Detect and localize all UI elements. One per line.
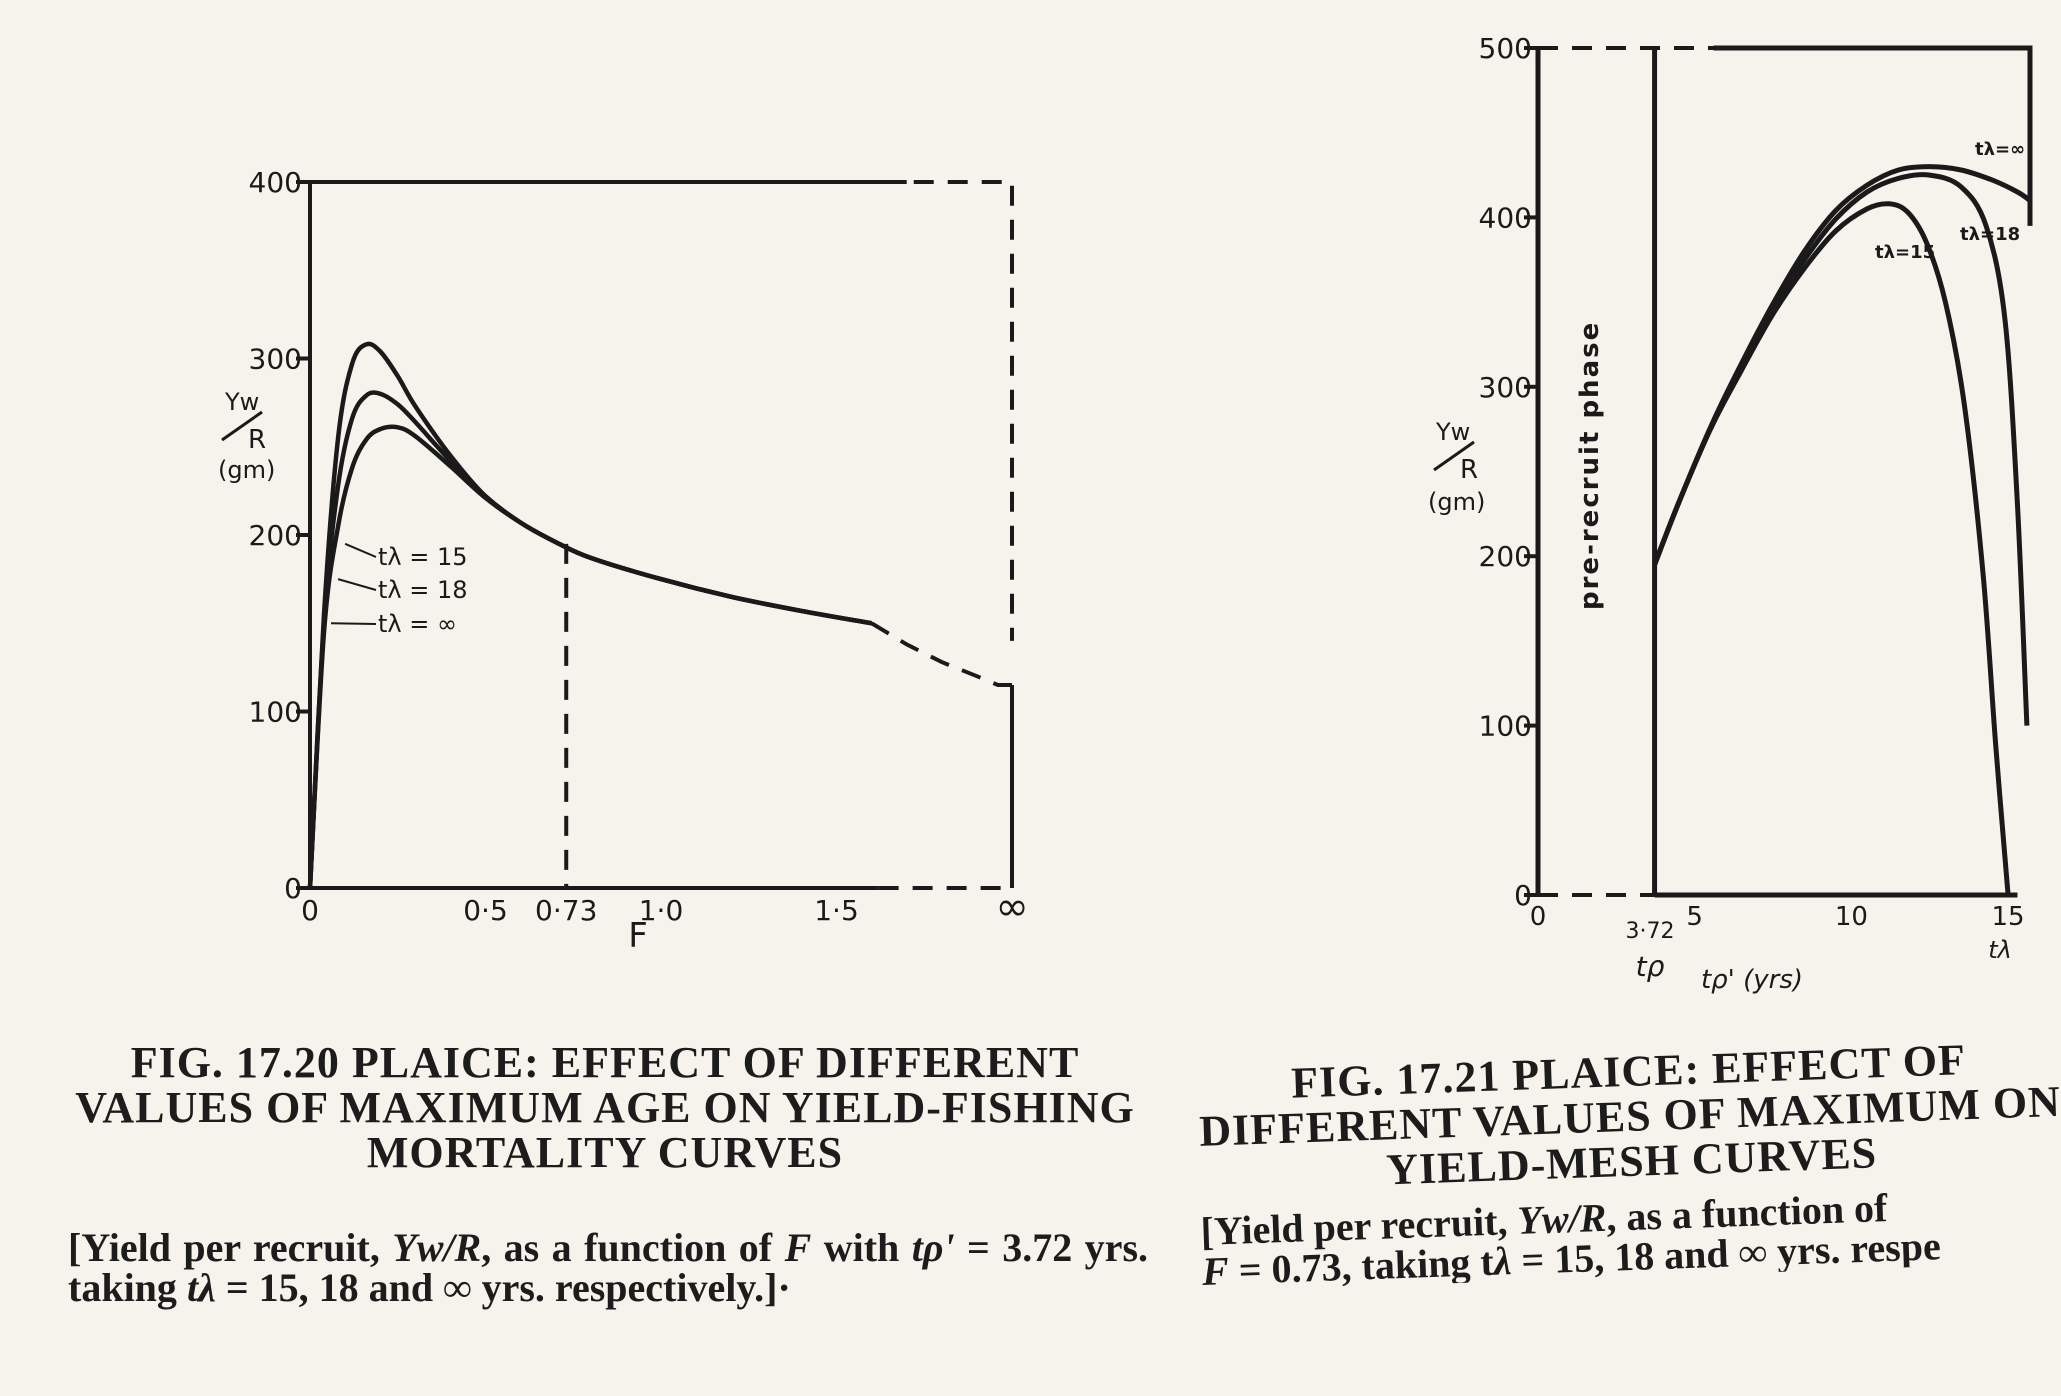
caption1-part: , as a function of	[481, 1225, 785, 1270]
chart1-x-tick-label: 0	[301, 894, 319, 927]
chart1-y-tick-label: 0	[284, 872, 302, 905]
chart1-y-tick-label: 300	[249, 343, 302, 376]
chart1-legend-label: tλ = ∞	[378, 610, 457, 638]
chart2-series-line	[1652, 164, 2032, 566]
chart1-x-ticks: 0 0·5 0·73 1·0 1·5 ∞	[301, 884, 1029, 930]
chart1-y-tick-label: 400	[249, 166, 302, 199]
chart1-series	[307, 341, 1012, 889]
chart2-y-tick-label: 0	[1514, 879, 1532, 912]
caption1-part: tρ'	[911, 1225, 955, 1270]
chart1-x-tick-label: ∞	[995, 884, 1028, 930]
chart2-y-ticks: 0 100 200 300 400 500	[1479, 32, 1538, 912]
chart1-ylabel-numerator: Yw	[224, 388, 259, 416]
caption1-part: F	[784, 1225, 812, 1270]
caption1-part: = 3.72 yrs. taking	[68, 1225, 1149, 1310]
chart1-ylabel-unit: (gm)	[218, 456, 275, 484]
chart2-series	[1652, 164, 2032, 896]
caption1-part: = 15, 18 and ∞ yrs. respectively.]·	[215, 1265, 791, 1310]
chart2-pre-recruit-phase-label: pre-recruit phase	[1575, 321, 1605, 610]
caption1-part: Yw/R	[392, 1225, 482, 1270]
chart1-series-line	[307, 424, 872, 889]
chart1-legend: tλ = 15 tλ = 18 tλ = ∞	[331, 542, 468, 638]
chart2-x-ticks: 0 5 10 15	[1530, 902, 2025, 932]
chart2-t-lambda-label: tλ	[1988, 936, 2012, 964]
chart2-y-tick-label: 500	[1479, 32, 1532, 65]
chart2-x-tick-label: 10	[1835, 902, 1868, 932]
chart1-frame-dashed-edge	[878, 180, 1014, 890]
chart1-legend-leader	[331, 622, 377, 625]
chart2-legend-label: tλ=∞	[1975, 139, 2025, 160]
chart1-y-tick-label: 100	[249, 696, 302, 729]
chart2-ylabel-denominator: R	[1460, 455, 1478, 485]
chart2-legend: tλ=15 tλ=18 tλ=∞	[1875, 139, 2025, 263]
chart2-y-axis-label: Yw R (gm)	[1428, 418, 1485, 516]
chart2-t-rho-label: tρ	[1636, 950, 1665, 983]
yield-mesh-chart: 0 100 200 300 400 500 0 5 10 15 tλ=15 tλ=18 tλ=∞ p…	[1428, 32, 2033, 995]
chart1-y-ticks: 0 100 200 300 400	[249, 166, 310, 905]
chart2-t-rho-value: 3·72	[1626, 919, 1675, 944]
chart2-ylabel-unit: (gm)	[1428, 488, 1485, 516]
chart1-x-tick-label: 1·5	[814, 894, 859, 927]
chart2-x-tick-label: 5	[1686, 902, 1703, 932]
chart2-series-line	[1652, 201, 2011, 896]
figure-17-20-caption: [Yield per recruit, Yw/R, as a function …	[68, 1228, 1148, 1308]
chart2-x-axis-label: tρ' (yrs)	[1701, 965, 1803, 995]
caption2-part: F	[1201, 1248, 1230, 1292]
chart2-y-tick-label: 300	[1479, 371, 1532, 404]
chart2-legend-label: tλ=15	[1875, 242, 1935, 263]
chart2-x-tick-label: 0	[1530, 902, 1547, 932]
caption1-part: [Yield per recruit,	[68, 1225, 393, 1270]
chart2-y-tick-label: 400	[1479, 201, 1532, 234]
chart2-ylabel-numerator: Yw	[1435, 418, 1470, 446]
chart1-x-tick-label: 0·5	[463, 894, 508, 927]
chart1-series-tail-dashed	[870, 621, 1012, 688]
figure-17-20-title: FIG. 17.20 PLAICE: EFFECT OF DIFFERENT V…	[75, 1038, 1135, 1177]
chart1-ylabel-slash	[221, 410, 263, 442]
chart1-y-axis-label: Yw R (gm)	[218, 388, 275, 484]
caption1-part: with	[811, 1225, 912, 1270]
chart1-x-tick-label: 0·73	[535, 894, 597, 927]
caption2-part: λ	[1492, 1238, 1513, 1284]
chart1-legend-label: tλ = 15	[378, 543, 468, 571]
chart1-series-line	[307, 390, 872, 889]
chart2-y-tick-label: 200	[1479, 540, 1532, 573]
chart2-y-tick-label: 100	[1479, 710, 1532, 743]
chart2-x-tick-label: 15	[1992, 902, 2025, 932]
chart1-ylabel-denominator: R	[248, 425, 266, 455]
chart1-y-tick-label: 200	[249, 519, 302, 552]
chart1-legend-label: tλ = 18	[378, 576, 468, 604]
chart1-legend-leader	[344, 542, 377, 558]
chart1-axes-frame	[308, 180, 1014, 890]
chart1-x-axis-label: F	[628, 916, 648, 956]
chart1-x-tick-label: 1·0	[639, 894, 684, 927]
chart2-axes-frame	[1535, 45, 2033, 898]
chart2-legend-label: tλ=18	[1960, 224, 2020, 245]
chart2-ylabel-slash	[1433, 440, 1475, 472]
chart1-legend-leader	[337, 578, 377, 591]
caption1-part: tλ	[186, 1265, 216, 1310]
